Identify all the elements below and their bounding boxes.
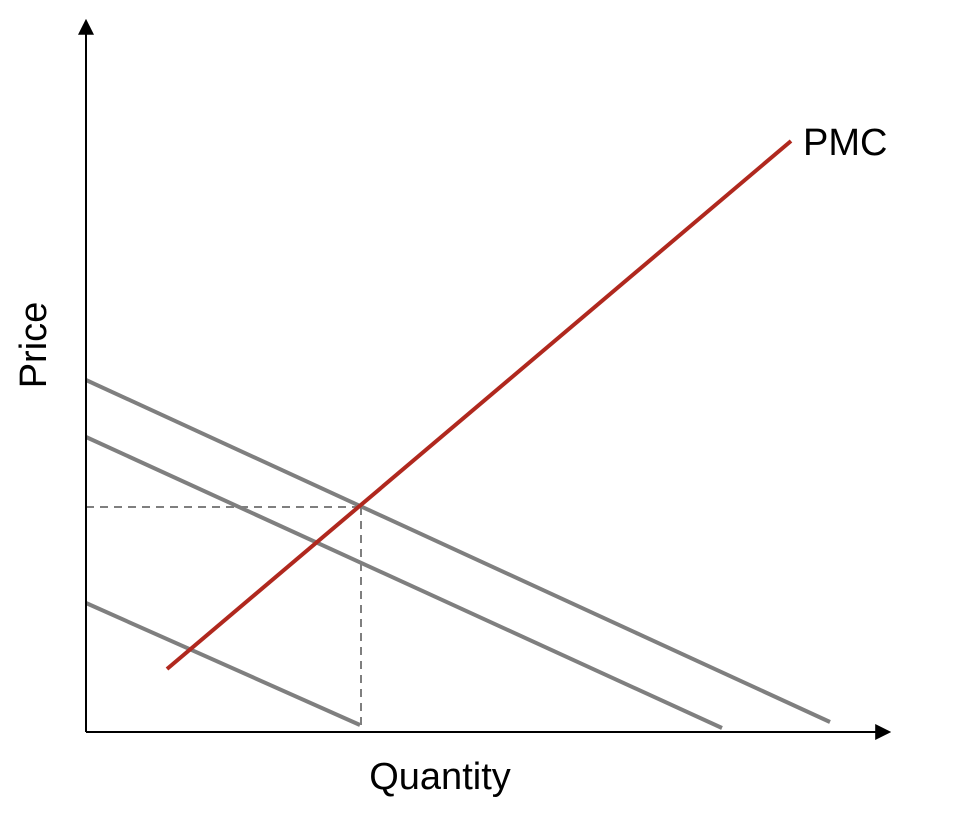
demand-curve-middle <box>85 435 723 730</box>
y-axis-label: Price <box>13 302 55 389</box>
demand-curve-upper <box>85 378 831 724</box>
pmc-curve <box>165 139 793 671</box>
pmc-label: PMC <box>803 122 887 164</box>
x-axis-label: Quantity <box>369 756 511 798</box>
demand-curve-lower <box>85 601 361 727</box>
